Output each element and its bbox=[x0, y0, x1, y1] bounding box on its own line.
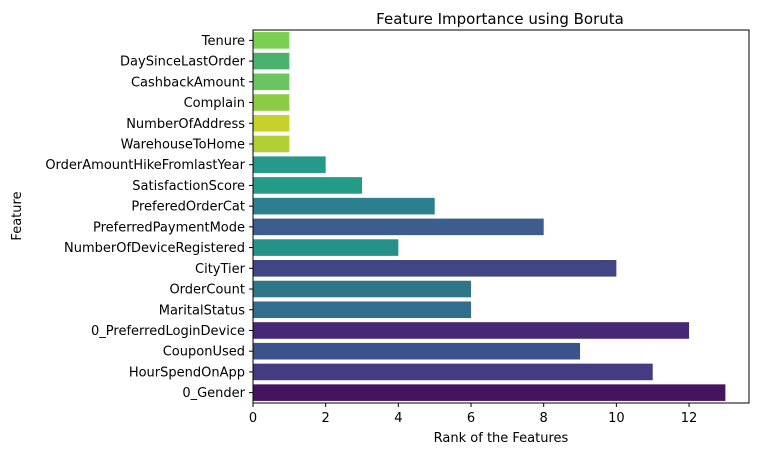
y-tick-label: NumberOfDeviceRegistered bbox=[64, 241, 245, 256]
bar-DaySinceLastOrder bbox=[253, 52, 290, 70]
y-tick-label: HourSpendOnApp bbox=[129, 365, 245, 380]
bar-MaritalStatus bbox=[253, 301, 472, 319]
y-tick-label: WarehouseToHome bbox=[121, 137, 245, 152]
chart-title: Feature Importance using Boruta bbox=[376, 10, 624, 28]
bar-OrderCount bbox=[253, 280, 472, 298]
y-tick-label: OrderAmountHikeFromlastYear bbox=[45, 158, 245, 173]
y-tick-label: MaritalStatus bbox=[159, 303, 245, 318]
plot-frame bbox=[252, 29, 750, 404]
bar-CityTier bbox=[253, 260, 617, 277]
y-tick-label: 0_PreferredLoginDevice bbox=[91, 324, 245, 339]
y-tick-label: OrderCount bbox=[169, 283, 245, 298]
bar-SatisfactionScore bbox=[253, 177, 363, 194]
y-tick-label: CashbackAmount bbox=[131, 75, 245, 90]
bar-Tenure bbox=[253, 32, 290, 49]
y-tick-label: Complain bbox=[184, 96, 245, 111]
bar-CouponUsed bbox=[253, 342, 581, 360]
bar-WarehouseToHome bbox=[253, 135, 290, 153]
bar-0_PreferredLoginDevice bbox=[253, 322, 690, 339]
y-tick-label: SatisfactionScore bbox=[132, 179, 245, 194]
bar-NumberOfDeviceRegistered bbox=[253, 239, 399, 256]
x-tick-label: 8 bbox=[540, 411, 548, 426]
x-axis-label: Rank of the Features bbox=[434, 431, 569, 446]
y-tick-label: Tenure bbox=[201, 34, 245, 49]
x-tick-label: 0 bbox=[249, 411, 257, 426]
y-tick-label: CouponUsed bbox=[163, 345, 245, 360]
y-tick-label: DaySinceLastOrder bbox=[120, 55, 246, 70]
x-axis-ticks: 0 2 4 6 8 10 12 bbox=[249, 403, 697, 426]
bars-group bbox=[253, 32, 726, 401]
bar-CashbackAmount bbox=[253, 73, 290, 91]
bar-PreferedOrderCat bbox=[253, 197, 435, 215]
bar-NumberOfAddress bbox=[253, 114, 290, 132]
bar-0_Gender bbox=[253, 384, 726, 401]
x-tick-label: 2 bbox=[322, 411, 330, 426]
y-tick-label: PreferredPaymentMode bbox=[93, 220, 245, 235]
y-axis-ticks: Tenure DaySinceLastOrder CashbackAmount Com… bbox=[45, 34, 253, 401]
x-tick-label: 6 bbox=[467, 411, 475, 426]
y-tick-label: NumberOfAddress bbox=[126, 117, 245, 132]
x-tick-label: 12 bbox=[681, 411, 698, 426]
x-tick-label: 4 bbox=[394, 411, 402, 426]
y-tick-label: PreferedOrderCat bbox=[131, 200, 245, 215]
bar-HourSpendOnApp bbox=[253, 363, 653, 381]
y-axis-label: Feature bbox=[10, 191, 25, 240]
y-tick-label: CityTier bbox=[195, 262, 246, 277]
bar-PreferredPaymentMode bbox=[253, 218, 544, 236]
bar-Complain bbox=[253, 94, 290, 111]
y-tick-label: 0_Gender bbox=[182, 386, 245, 401]
x-tick-label: 10 bbox=[608, 411, 625, 426]
bar-OrderAmountHikeFromlastYear bbox=[253, 156, 326, 173]
